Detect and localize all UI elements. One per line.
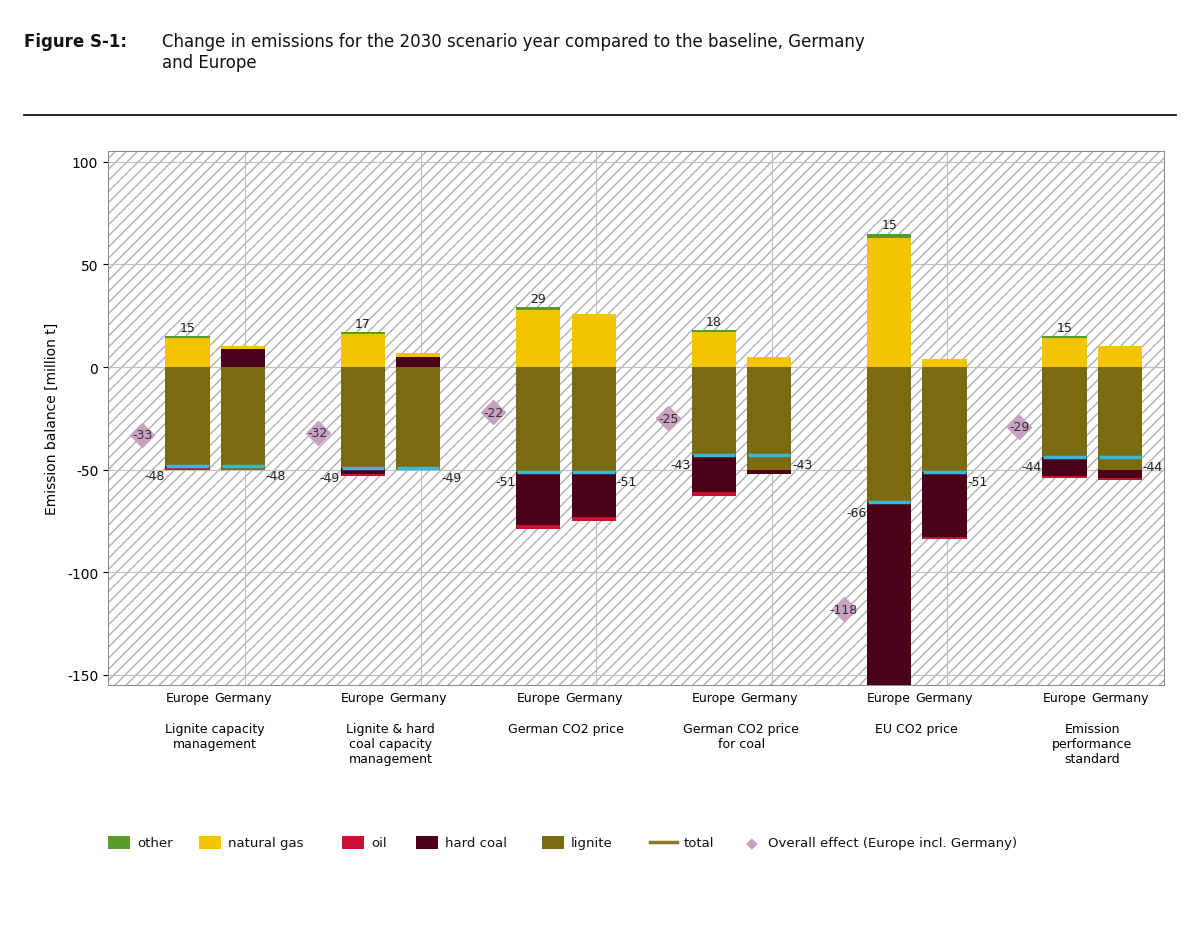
Bar xyxy=(691,367,736,456)
Bar xyxy=(868,238,911,367)
Bar xyxy=(1043,458,1087,476)
Text: -51: -51 xyxy=(494,475,515,488)
Bar xyxy=(396,353,440,357)
Bar xyxy=(571,314,616,367)
Bar xyxy=(396,367,440,470)
Bar xyxy=(516,308,560,310)
Text: -33: -33 xyxy=(132,428,152,442)
Text: hard coal: hard coal xyxy=(445,836,506,849)
Bar xyxy=(571,367,616,472)
Text: -25: -25 xyxy=(659,412,679,426)
Bar xyxy=(923,367,966,472)
Bar xyxy=(221,367,265,470)
Text: Lignite & hard
coal capacity
management: Lignite & hard coal capacity management xyxy=(347,723,434,765)
Bar xyxy=(516,310,560,367)
Bar xyxy=(868,503,911,698)
Text: EU CO2 price: EU CO2 price xyxy=(876,723,958,735)
Bar xyxy=(221,349,265,367)
Text: -51: -51 xyxy=(967,475,988,488)
Text: -44: -44 xyxy=(1021,461,1042,474)
Text: -22: -22 xyxy=(482,407,503,419)
Text: natural gas: natural gas xyxy=(228,836,304,849)
Bar xyxy=(516,367,560,472)
Bar xyxy=(691,493,736,497)
Text: 15: 15 xyxy=(881,219,898,232)
Bar xyxy=(1043,476,1087,478)
Bar xyxy=(166,466,210,468)
Bar xyxy=(341,333,385,335)
Bar xyxy=(1098,347,1142,367)
Text: German CO2 price
for coal: German CO2 price for coal xyxy=(684,723,799,750)
Text: Emission
performance
standard: Emission performance standard xyxy=(1052,723,1133,765)
Bar xyxy=(516,526,560,529)
Text: -49: -49 xyxy=(319,471,340,485)
Bar xyxy=(1098,367,1142,470)
Text: Figure S-1:: Figure S-1: xyxy=(24,33,127,51)
Text: Overall effect (Europe incl. Germany): Overall effect (Europe incl. Germany) xyxy=(768,836,1018,849)
Bar xyxy=(868,698,911,706)
Text: -43: -43 xyxy=(671,459,691,472)
Text: -51: -51 xyxy=(617,475,637,488)
Text: 17: 17 xyxy=(355,317,371,330)
Bar xyxy=(1098,478,1142,481)
Text: -49: -49 xyxy=(442,471,462,485)
Text: German CO2 price: German CO2 price xyxy=(508,723,624,735)
Text: -43: -43 xyxy=(792,459,812,472)
Text: -44: -44 xyxy=(1142,461,1163,474)
Bar xyxy=(571,472,616,517)
Bar xyxy=(571,517,616,522)
Text: -48: -48 xyxy=(144,469,164,482)
Bar xyxy=(691,333,736,367)
Bar xyxy=(396,357,440,367)
Bar xyxy=(923,360,966,367)
Bar xyxy=(1098,470,1142,478)
Bar xyxy=(341,335,385,367)
Bar xyxy=(1043,337,1087,339)
Bar xyxy=(341,367,385,468)
Bar xyxy=(691,456,736,493)
Bar xyxy=(923,538,966,540)
Text: -48: -48 xyxy=(265,469,286,482)
Text: ◆: ◆ xyxy=(746,835,758,850)
Bar xyxy=(221,347,265,349)
Bar xyxy=(516,472,560,526)
Bar xyxy=(166,339,210,367)
Text: Lignite capacity
management: Lignite capacity management xyxy=(166,723,265,750)
Bar xyxy=(166,367,210,466)
Y-axis label: Emission balance [million t]: Emission balance [million t] xyxy=(44,323,59,515)
Bar xyxy=(341,468,385,474)
Bar xyxy=(1043,367,1087,458)
Text: -32: -32 xyxy=(307,426,328,440)
Text: 15: 15 xyxy=(180,322,196,334)
Bar xyxy=(746,470,791,474)
Text: -29: -29 xyxy=(1009,421,1030,433)
Text: 18: 18 xyxy=(706,315,721,328)
Bar xyxy=(1043,339,1087,367)
Text: other: other xyxy=(137,836,173,849)
Bar xyxy=(923,472,966,538)
Bar xyxy=(868,367,911,503)
Text: 29: 29 xyxy=(530,292,546,306)
Bar xyxy=(166,468,210,470)
Bar xyxy=(341,474,385,476)
Text: Change in emissions for the 2030 scenario year compared to the baseline, Germany: Change in emissions for the 2030 scenari… xyxy=(162,33,865,72)
Text: -118: -118 xyxy=(829,603,858,616)
Bar xyxy=(868,234,911,238)
Text: oil: oil xyxy=(371,836,386,849)
Bar xyxy=(166,337,210,339)
Text: total: total xyxy=(684,836,714,849)
Bar xyxy=(691,330,736,333)
Bar xyxy=(746,367,791,470)
Text: -66: -66 xyxy=(846,506,866,519)
Text: 15: 15 xyxy=(1057,322,1073,334)
Bar xyxy=(746,357,791,367)
Text: lignite: lignite xyxy=(571,836,612,849)
